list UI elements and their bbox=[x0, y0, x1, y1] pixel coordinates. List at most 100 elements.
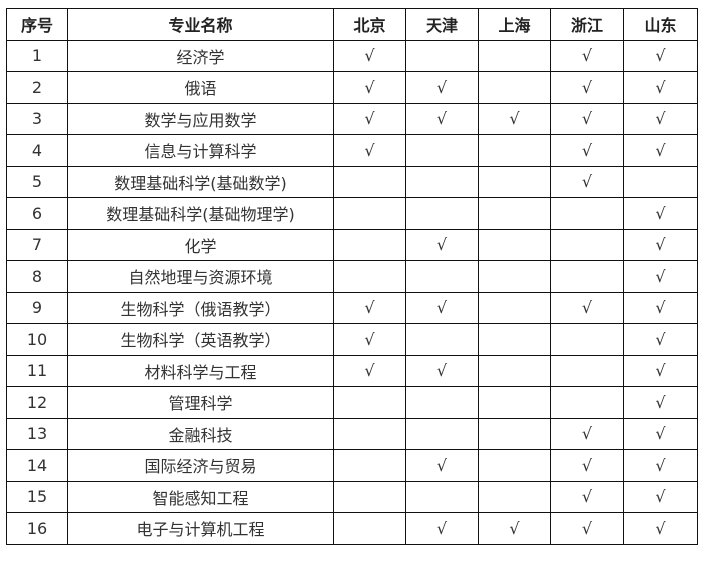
table-row: 1 经济学 √ √ √ bbox=[6, 39, 698, 72]
empty-cell bbox=[333, 260, 406, 293]
check-mark: √ bbox=[623, 417, 698, 450]
check-mark: √ bbox=[405, 291, 479, 324]
check-mark: √ bbox=[478, 102, 551, 135]
check-mark: √ bbox=[333, 134, 406, 167]
check-mark: √ bbox=[623, 260, 698, 293]
table-row: 16 电子与计算机工程 √ √ √ √ bbox=[6, 512, 698, 545]
table-row: 13 金融科技 √ √ bbox=[6, 417, 698, 450]
row-number: 14 bbox=[6, 449, 68, 482]
empty-cell bbox=[550, 354, 624, 387]
empty-cell bbox=[478, 260, 551, 293]
empty-cell bbox=[405, 260, 479, 293]
row-number: 9 bbox=[6, 291, 68, 324]
check-mark: √ bbox=[623, 102, 698, 135]
row-number: 10 bbox=[6, 323, 68, 356]
header-shandong: 山东 bbox=[623, 8, 698, 41]
table-row: 9 生物科学（俄语教学） √ √ √ √ bbox=[6, 291, 698, 324]
major-name: 生物科学（英语教学） bbox=[67, 323, 334, 356]
check-mark: √ bbox=[550, 449, 624, 482]
major-name: 数理基础科学(基础数学) bbox=[67, 165, 334, 198]
major-name: 俄语 bbox=[67, 71, 334, 104]
check-mark: √ bbox=[550, 512, 624, 545]
check-mark: √ bbox=[333, 291, 406, 324]
major-name: 数学与应用数学 bbox=[67, 102, 334, 135]
major-name: 材料科学与工程 bbox=[67, 354, 334, 387]
empty-cell bbox=[478, 39, 551, 72]
empty-cell bbox=[333, 197, 406, 230]
row-number: 6 bbox=[6, 197, 68, 230]
table-row: 12 管理科学 √ bbox=[6, 386, 698, 419]
check-mark: √ bbox=[623, 354, 698, 387]
empty-cell bbox=[550, 197, 624, 230]
table-row: 14 国际经济与贸易 √ √ √ bbox=[6, 449, 698, 482]
check-mark: √ bbox=[623, 291, 698, 324]
check-mark: √ bbox=[405, 354, 479, 387]
header-zhejiang: 浙江 bbox=[550, 8, 624, 41]
check-mark: √ bbox=[623, 323, 698, 356]
check-mark: √ bbox=[333, 71, 406, 104]
row-number: 4 bbox=[6, 134, 68, 167]
check-mark: √ bbox=[550, 134, 624, 167]
empty-cell bbox=[550, 386, 624, 419]
empty-cell bbox=[478, 134, 551, 167]
empty-cell bbox=[623, 165, 698, 198]
header-shanghai: 上海 bbox=[478, 8, 551, 41]
empty-cell bbox=[478, 480, 551, 513]
empty-cell bbox=[333, 449, 406, 482]
empty-cell bbox=[405, 39, 479, 72]
check-mark: √ bbox=[405, 102, 479, 135]
row-number: 11 bbox=[6, 354, 68, 387]
row-number: 3 bbox=[6, 102, 68, 135]
major-name: 信息与计算科学 bbox=[67, 134, 334, 167]
table-row: 5 数理基础科学(基础数学) √ bbox=[6, 165, 698, 198]
table-row: 4 信息与计算科学 √ √ √ bbox=[6, 134, 698, 167]
check-mark: √ bbox=[405, 512, 479, 545]
major-name: 生物科学（俄语教学） bbox=[67, 291, 334, 324]
row-number: 5 bbox=[6, 165, 68, 198]
empty-cell bbox=[478, 354, 551, 387]
check-mark: √ bbox=[623, 386, 698, 419]
empty-cell bbox=[405, 323, 479, 356]
empty-cell bbox=[478, 165, 551, 198]
major-name: 智能感知工程 bbox=[67, 480, 334, 513]
check-mark: √ bbox=[333, 39, 406, 72]
empty-cell bbox=[333, 165, 406, 198]
check-mark: √ bbox=[333, 354, 406, 387]
check-mark: √ bbox=[333, 102, 406, 135]
check-mark: √ bbox=[623, 512, 698, 545]
empty-cell bbox=[550, 260, 624, 293]
major-name: 国际经济与贸易 bbox=[67, 449, 334, 482]
empty-cell bbox=[550, 323, 624, 356]
table-row: 8 自然地理与资源环境 √ bbox=[6, 260, 698, 293]
empty-cell bbox=[478, 291, 551, 324]
check-mark: √ bbox=[623, 480, 698, 513]
check-mark: √ bbox=[478, 512, 551, 545]
row-number: 12 bbox=[6, 386, 68, 419]
empty-cell bbox=[478, 71, 551, 104]
empty-cell bbox=[478, 323, 551, 356]
major-name: 管理科学 bbox=[67, 386, 334, 419]
header-tianjin: 天津 bbox=[405, 8, 479, 41]
empty-cell bbox=[333, 512, 406, 545]
empty-cell bbox=[405, 165, 479, 198]
table-row: 10 生物科学（英语教学） √ √ bbox=[6, 323, 698, 356]
check-mark: √ bbox=[623, 228, 698, 261]
check-mark: √ bbox=[623, 449, 698, 482]
empty-cell bbox=[405, 480, 479, 513]
row-number: 7 bbox=[6, 228, 68, 261]
empty-cell bbox=[478, 228, 551, 261]
check-mark: √ bbox=[550, 71, 624, 104]
empty-cell bbox=[333, 480, 406, 513]
table-row: 3 数学与应用数学 √ √ √ √ √ bbox=[6, 102, 698, 135]
row-number: 2 bbox=[6, 71, 68, 104]
check-mark: √ bbox=[623, 39, 698, 72]
empty-cell bbox=[333, 228, 406, 261]
row-number: 13 bbox=[6, 417, 68, 450]
check-mark: √ bbox=[550, 417, 624, 450]
header-no: 序号 bbox=[6, 8, 68, 41]
table-row: 6 数理基础科学(基础物理学) √ bbox=[6, 197, 698, 230]
check-mark: √ bbox=[550, 165, 624, 198]
check-mark: √ bbox=[623, 71, 698, 104]
empty-cell bbox=[333, 417, 406, 450]
table-row: 2 俄语 √ √ √ √ bbox=[6, 71, 698, 104]
